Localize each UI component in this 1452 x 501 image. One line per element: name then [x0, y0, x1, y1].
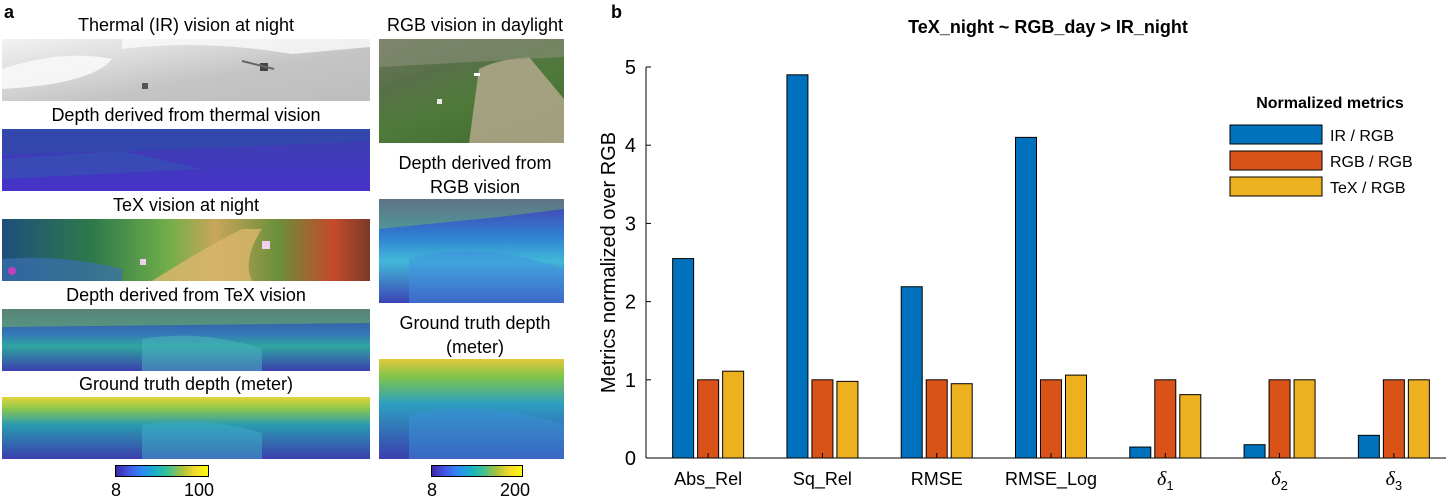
colorbar-right — [431, 465, 523, 477]
x-tick-label: RMSE — [911, 469, 963, 489]
legend-entry: IR / RGB — [1330, 128, 1394, 145]
bar — [1293, 379, 1316, 459]
y-tick-label: 5 — [625, 57, 636, 79]
caption-rgb-depth-line2: RGB vision — [429, 177, 521, 197]
colorbar-right-max: 200 — [500, 480, 531, 500]
thermal-ir-image — [2, 39, 370, 101]
bar — [672, 258, 695, 459]
colorbar-right-min: 8 — [427, 480, 438, 500]
x-tick-label: RMSE_Log — [1005, 469, 1097, 490]
bar — [1407, 379, 1430, 459]
colorbar-left-max: 100 — [184, 480, 215, 500]
caption-tex-depth: Depth derived from TeX vision — [66, 285, 306, 305]
caption-tex-vision: TeX vision at night — [112, 195, 260, 215]
ground-truth-depth-left-image — [2, 397, 370, 459]
rgb-daylight-image — [379, 39, 564, 143]
panel-a-letter: a — [4, 2, 15, 22]
bar — [1179, 394, 1202, 459]
legend-title: Normalized metrics — [1256, 95, 1404, 112]
bar — [1154, 379, 1177, 459]
y-tick-label: 1 — [625, 370, 636, 392]
legend-entry: RGB / RGB — [1330, 154, 1413, 171]
bar — [722, 370, 745, 459]
y-tick-label: 2 — [625, 292, 636, 314]
x-tick-label: δ2 — [1271, 468, 1288, 493]
bar — [1040, 379, 1062, 459]
panel-b-letter: b — [611, 2, 622, 22]
bar — [697, 379, 720, 459]
x-tick-label: δ3 — [1386, 468, 1403, 493]
caption-thermal-depth: Depth derived from thermal vision — [51, 105, 321, 125]
caption-thermal-vision: Thermal (IR) vision at night — [77, 15, 295, 35]
bar — [1129, 446, 1152, 459]
caption-ground-truth-right-line1: Ground truth depth — [399, 313, 551, 333]
thermal-depth-image — [2, 129, 370, 191]
legend-entry: TeX / RGB — [1330, 180, 1406, 197]
colorbar-left — [115, 465, 209, 477]
legend-swatch — [1229, 124, 1323, 145]
y-axis-label: Metrics normalized over RGB — [598, 132, 620, 393]
bar-chart: TeX_night ~ RGB_day > IR_night Metrics n… — [598, 17, 1446, 493]
y-tick-label: 0 — [625, 448, 636, 470]
y-tick-label: 3 — [625, 213, 636, 235]
caption-rgb-depth-line1: Depth derived from — [398, 153, 552, 173]
chart-title: TeX_night ~ RGB_day > IR_night — [908, 17, 1188, 37]
legend-swatch — [1229, 176, 1323, 197]
bar — [925, 379, 948, 459]
caption-ground-truth-left: Ground truth depth (meter) — [78, 374, 294, 394]
bar — [1243, 444, 1266, 459]
bar — [950, 383, 973, 459]
colorbar-left-min: 8 — [111, 480, 122, 500]
bar — [1382, 379, 1405, 459]
bar — [786, 74, 809, 459]
x-tick-label: Sq_Rel — [793, 469, 852, 490]
bar — [1015, 136, 1037, 459]
tex-vision-image — [2, 219, 370, 281]
bar — [1268, 379, 1291, 459]
bar — [811, 379, 834, 459]
tex-depth-image — [2, 309, 370, 371]
bar — [836, 380, 859, 459]
bar — [1065, 374, 1087, 459]
legend-swatch — [1229, 150, 1323, 171]
x-tick-label: Abs_Rel — [674, 469, 742, 490]
x-tick-label: δ1 — [1157, 468, 1174, 493]
bar — [1357, 434, 1380, 459]
caption-rgb-vision: RGB vision in daylight — [386, 15, 564, 35]
caption-ground-truth-right-line2: (meter) — [446, 337, 504, 357]
y-tick-label: 4 — [625, 135, 636, 157]
rgb-depth-image — [379, 199, 564, 303]
ground-truth-depth-right-image — [379, 359, 564, 459]
bar — [900, 286, 923, 459]
